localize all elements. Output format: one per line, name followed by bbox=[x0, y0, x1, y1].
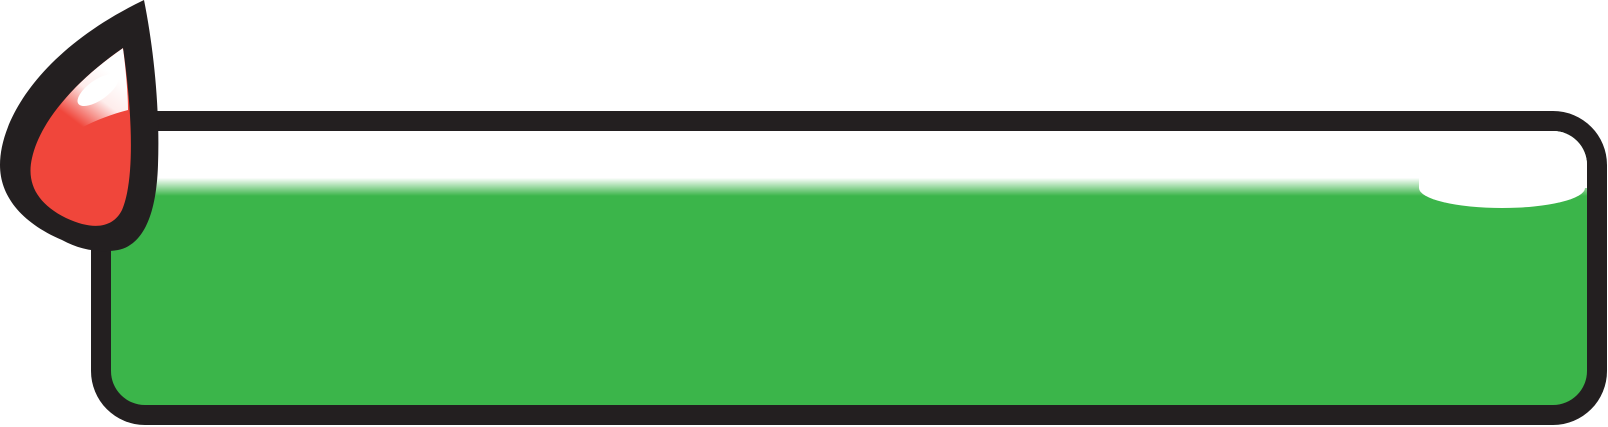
drop-gloss bbox=[40, 48, 128, 158]
banner-gloss bbox=[111, 131, 1587, 208]
banner-panel bbox=[111, 131, 1587, 405]
